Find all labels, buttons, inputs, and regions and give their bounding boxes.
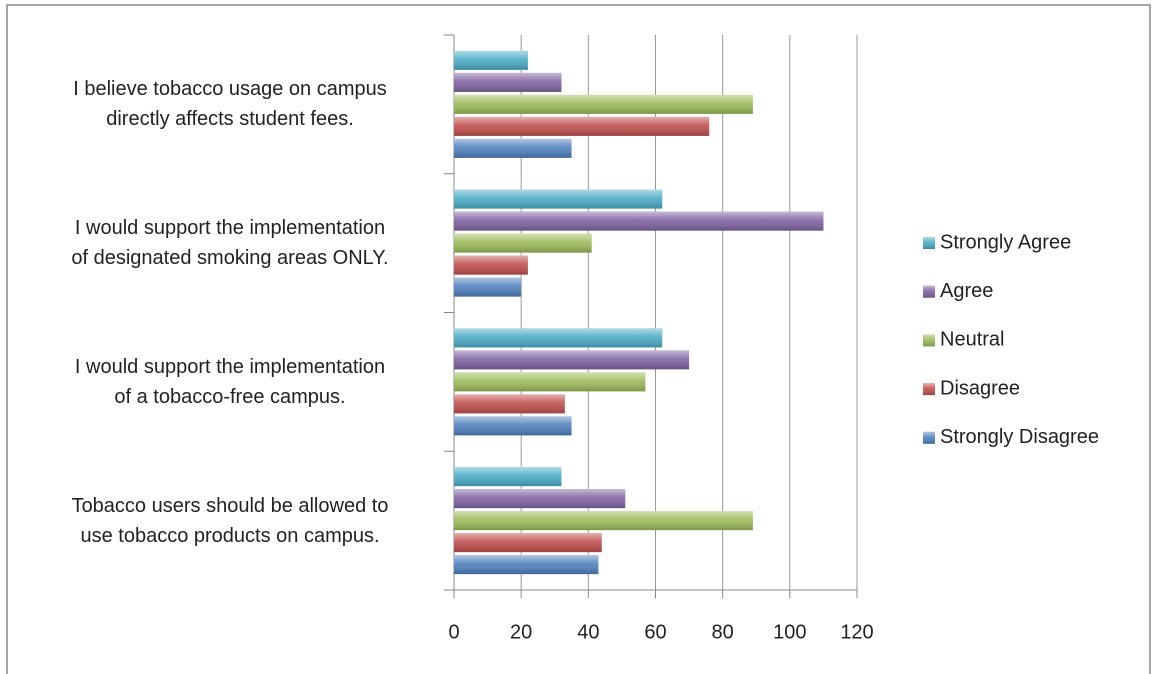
x-tick-label: 20	[510, 621, 532, 643]
bar-shine	[454, 189, 663, 209]
x-tick-label: 100	[773, 621, 806, 643]
bar-shine	[454, 211, 824, 231]
bar-shine	[454, 511, 753, 531]
legend-label: Agree	[940, 280, 993, 302]
legend-swatch-shine	[923, 237, 935, 249]
bar-shine	[454, 255, 528, 275]
x-tick-label: 80	[712, 621, 734, 643]
frame	[6, 4, 1151, 674]
bar-shine	[454, 467, 562, 487]
bar-shine	[454, 555, 599, 575]
bar-shine	[454, 372, 646, 392]
y-tick-label: I would support the implementation of de…	[71, 217, 389, 270]
y-tick-label: Tobacco users should be allowed to use t…	[71, 494, 389, 547]
x-tick-label: 40	[577, 621, 599, 643]
bar-shine	[454, 277, 522, 297]
legend-label: Neutral	[940, 329, 1004, 351]
bar-shine	[454, 416, 572, 436]
bar-shine	[454, 138, 572, 158]
legend-swatch-shine	[923, 383, 935, 396]
bar-shine	[454, 533, 602, 553]
y-tick-label: I would support the implementation of a …	[74, 355, 386, 408]
legend-label: Disagree	[940, 377, 1020, 399]
bar-shine	[454, 350, 690, 370]
y-tick-label: I believe tobacco usage on campus direct…	[73, 78, 387, 131]
bar-shine	[454, 394, 565, 414]
legend-swatch-shine	[923, 431, 935, 444]
bar-shine	[454, 72, 562, 92]
bar-shine	[454, 489, 626, 509]
x-tick-label: 0	[448, 621, 459, 643]
legend-label: Strongly Agree	[940, 231, 1071, 253]
legend-swatch-shine	[923, 285, 935, 298]
bar-shine	[454, 116, 710, 136]
x-tick-label: 60	[644, 621, 666, 643]
bar-shine	[454, 94, 753, 114]
bar-shine	[454, 233, 592, 253]
x-tick-label: 120	[840, 621, 873, 643]
bar-shine	[454, 328, 663, 348]
legend-label: Strongly Disagree	[940, 426, 1099, 448]
bar-shine	[454, 50, 528, 70]
legend-swatch-shine	[923, 334, 935, 347]
